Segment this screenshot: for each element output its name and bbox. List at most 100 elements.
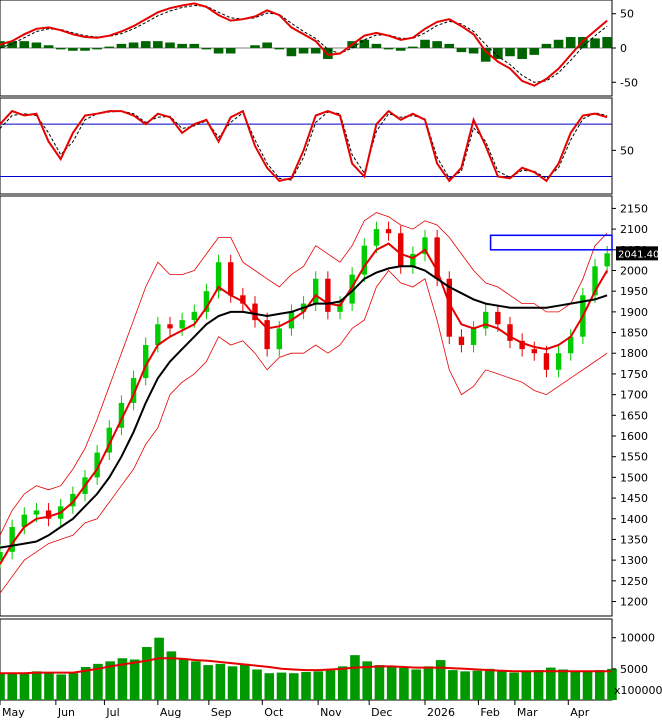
last-price-label: 2041.40 (618, 249, 659, 260)
x-tick-label: Dec (371, 706, 392, 719)
volume-bar (533, 670, 544, 700)
volume-bar (337, 666, 348, 700)
macd-histogram-bar (213, 48, 224, 54)
macd-histogram-bar (565, 37, 576, 48)
stochastic-panel: 50 (0, 97, 634, 195)
macd-histogram-bar (517, 48, 527, 59)
candle-body (385, 229, 392, 234)
x-tick-label: Mar (517, 706, 538, 719)
macd-histogram-bar (225, 48, 236, 54)
candle-body (470, 328, 477, 345)
candle-body (604, 253, 610, 267)
macd-histogram-bar (92, 48, 102, 50)
macd-histogram-bar (456, 48, 467, 53)
volume-bar (44, 671, 54, 700)
volume-bar (117, 658, 128, 700)
x-tick-label: Aug (160, 706, 181, 719)
volume-bar (166, 651, 177, 700)
volume-bar (607, 668, 617, 700)
volume-bar (325, 670, 336, 700)
last-price-tag (616, 246, 658, 261)
macd-histogram-bar (116, 43, 127, 48)
macd-histogram-bar (480, 48, 491, 62)
y-tick-label: 1300 (620, 554, 648, 567)
x-tick-label: May (2, 706, 25, 719)
volume-scale-label: x100000 (614, 684, 662, 697)
macd-histogram-bar (128, 42, 139, 48)
candle-body (0, 551, 3, 561)
candle-body (373, 229, 380, 246)
y-tick-label: 1650 (620, 409, 648, 422)
x-tick-label: 2026 (427, 706, 455, 719)
candle-body (276, 328, 282, 350)
candle-body (215, 262, 222, 292)
macd-histogram-bar (432, 41, 442, 48)
panel-frame (0, 195, 613, 617)
candle-body (167, 324, 173, 329)
macd-histogram-bar (189, 43, 200, 48)
y-tick-label: 1900 (620, 306, 648, 319)
x-tick-label: Jul (105, 706, 119, 719)
y-tick-label: 10000 (620, 632, 655, 645)
volume-bar (240, 663, 250, 700)
y-tick-label: 50 (620, 8, 634, 21)
x-axis: May Jun Jul Aug Sep Oct Nov Dec 2026 Feb Mar Apr (0, 700, 590, 719)
candle-body (264, 320, 270, 350)
macd-histogram-bar (55, 48, 66, 50)
volume-moving-average (0, 657, 612, 675)
y-tick-label: 1200 (620, 596, 648, 609)
candle-body (94, 452, 100, 478)
candle-body (531, 349, 537, 354)
candle-body (191, 311, 197, 321)
volume-bar (301, 671, 311, 700)
y-tick-label: 1550 (620, 451, 648, 464)
volume-bar (570, 670, 581, 700)
volume-bar (448, 670, 458, 700)
volume-bar (484, 668, 495, 700)
y-tick-label: 5000 (620, 663, 648, 676)
candle-body (361, 245, 367, 275)
volume-bar (105, 661, 115, 700)
volume-bar (264, 673, 275, 700)
volume-bar (227, 666, 238, 700)
macd-histogram-bar (310, 48, 321, 54)
macd-histogram-bar (274, 48, 285, 50)
macd-histogram-bar (43, 45, 54, 48)
macd-histogram-bar (286, 48, 297, 57)
y-tick-label: 1250 (620, 575, 648, 588)
candle-body (155, 324, 161, 345)
y-tick-label: 1500 (620, 471, 648, 484)
volume-bar (399, 667, 409, 700)
candle-body (592, 266, 598, 296)
macd-histogram-bar (359, 39, 370, 48)
volume-bar (521, 671, 532, 700)
candle-body (9, 527, 15, 552)
volume-bar (386, 666, 397, 700)
volume-bar (362, 661, 372, 700)
macd-histogram-bar (31, 42, 42, 48)
macd-histogram-bar (201, 48, 212, 50)
volume-bar (313, 671, 324, 700)
volume-bar (411, 669, 421, 700)
macd-histogram-bar (468, 48, 479, 54)
volume-bar (178, 658, 189, 700)
volume-bar (68, 673, 79, 700)
candle-body (495, 311, 501, 325)
y-tick-label: 2000 (620, 264, 648, 277)
volume-bar (435, 660, 446, 700)
volume-bar (56, 674, 66, 700)
candle-body (252, 303, 258, 321)
bollinger-lower (0, 269, 608, 594)
candle-body (106, 427, 112, 453)
y-tick-label: 0 (620, 42, 627, 55)
price-panel: 2150210020502000195019001850180017501700… (0, 195, 659, 617)
macd-panel: 50 0 -50 (0, 0, 638, 97)
macd-signal-line (0, 4, 608, 83)
volume-bar (497, 671, 507, 700)
volume-bar (460, 671, 470, 700)
y-tick-label: 1450 (620, 492, 648, 505)
candle-body (70, 493, 76, 507)
macd-histogram-bar (395, 48, 406, 51)
candle-body (118, 402, 125, 428)
